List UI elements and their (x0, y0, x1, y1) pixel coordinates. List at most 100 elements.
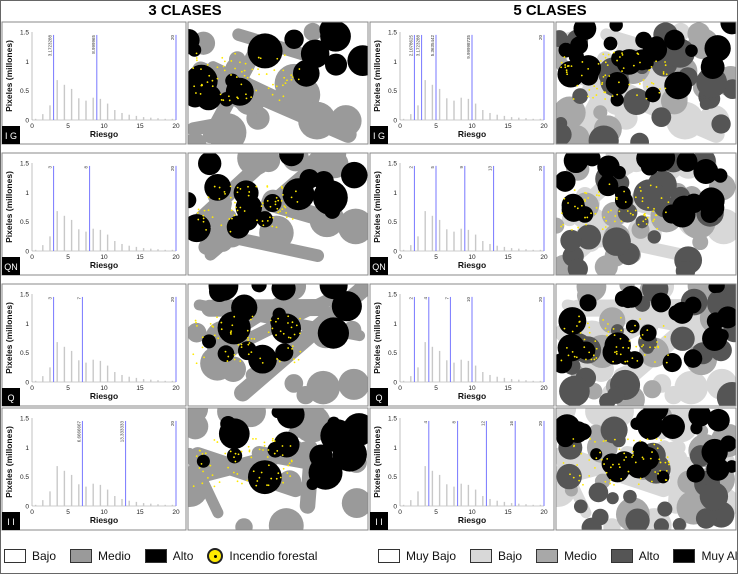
x-tick-label: 0 (30, 123, 34, 130)
fire-point (206, 476, 209, 479)
fire-point (237, 97, 239, 100)
map-risk-zone (579, 294, 597, 312)
fire-point (243, 74, 246, 77)
y-axis-label: Pixeles (millones) (372, 171, 382, 243)
fire-point (584, 191, 586, 194)
fire-point (618, 210, 621, 213)
x-tick-label: 20 (540, 509, 548, 516)
fire-point (646, 438, 649, 441)
class-break-label: 8.999965 (91, 34, 96, 53)
risk-map (555, 407, 737, 531)
fire-point (281, 454, 284, 457)
map-risk-zone (630, 132, 649, 144)
fire-point (666, 456, 669, 458)
fire-point (213, 485, 216, 488)
class-break-label: 3.1723288 (416, 34, 421, 56)
y-tick-label: 1.5 (388, 30, 397, 37)
fire-point (247, 194, 250, 197)
fire-point (645, 97, 648, 100)
fire-point (632, 64, 635, 67)
legend-item: Incendio forestal (207, 548, 317, 564)
fire-point (639, 440, 642, 442)
fire-point (611, 95, 614, 97)
fire-point (572, 476, 575, 479)
fire-point (601, 228, 604, 231)
fire-point (588, 351, 591, 354)
fire-point (218, 197, 221, 200)
map-layers (188, 408, 368, 530)
fire-point (275, 196, 278, 199)
map-risk-zone (662, 352, 682, 373)
fire-point (216, 441, 219, 443)
fire-point (641, 345, 643, 348)
map-layers (188, 284, 368, 406)
map-risk-zone (704, 35, 731, 62)
class-break-label: 20 (170, 34, 175, 40)
fire-point (239, 206, 242, 209)
map-risk-zone (556, 123, 572, 144)
swatch (470, 549, 493, 563)
map-risk-zone (612, 459, 630, 477)
fire-point (607, 211, 610, 213)
fire-point (206, 81, 209, 84)
fire-point (228, 218, 231, 220)
fire-point (250, 96, 253, 99)
fire-point (234, 67, 236, 70)
x-tick-label: 20 (172, 509, 180, 516)
fire-point (654, 346, 656, 349)
fire-point (261, 202, 264, 205)
fire-point (229, 230, 232, 233)
fire-point (256, 219, 258, 222)
map-risk-zone (657, 501, 673, 517)
fire-point (240, 450, 243, 453)
y-tick-label: 1.5 (20, 416, 29, 423)
fire-point (626, 210, 629, 212)
fire-point (219, 93, 222, 96)
fire-point (615, 196, 618, 199)
map-risk-zone (188, 43, 202, 57)
fire-point (227, 95, 230, 98)
fire-point (236, 191, 239, 194)
map-risk-zone (277, 470, 302, 494)
fire-point (270, 477, 273, 480)
x-tick-label: 15 (504, 385, 512, 392)
fire-point (272, 83, 274, 86)
y-tick-label: 0.5 (20, 88, 29, 95)
fire-point (580, 204, 583, 207)
fire-point (595, 194, 598, 196)
fire-point (662, 325, 665, 327)
fire-point (259, 357, 262, 360)
fire-point (602, 440, 605, 443)
fire-point (281, 187, 284, 190)
map-risk-zone (324, 53, 348, 76)
map-risk-zone (271, 313, 302, 344)
fire-point (195, 321, 197, 324)
fire-point (195, 52, 198, 55)
fire-point (284, 82, 287, 85)
x-tick-label: 15 (136, 385, 144, 392)
x-tick-label: 0 (30, 254, 34, 261)
fire-point (224, 452, 227, 455)
fire-point (589, 438, 592, 440)
y-tick-label: 0 (393, 504, 397, 511)
map-risk-zone (256, 153, 281, 173)
class-break-label: 5.3635442 (430, 34, 435, 56)
map-risk-zone (276, 408, 305, 429)
fire-point (276, 57, 279, 60)
fire-point (239, 188, 242, 190)
fire-point (604, 226, 607, 228)
fire-point (565, 69, 568, 72)
fire-point (639, 186, 641, 189)
fire-point (585, 192, 588, 195)
fire-point (647, 206, 650, 209)
fire-point (202, 214, 205, 217)
fire-point (252, 437, 254, 440)
fire-point (286, 79, 288, 82)
column-title-3-clases: 3 CLASES (148, 2, 222, 19)
map-risk-zone (251, 284, 267, 293)
fire-point (587, 197, 590, 199)
fire-point (274, 200, 277, 203)
fire-point (603, 216, 606, 219)
y-tick-label: 0 (393, 249, 397, 256)
fire-point (627, 347, 630, 349)
